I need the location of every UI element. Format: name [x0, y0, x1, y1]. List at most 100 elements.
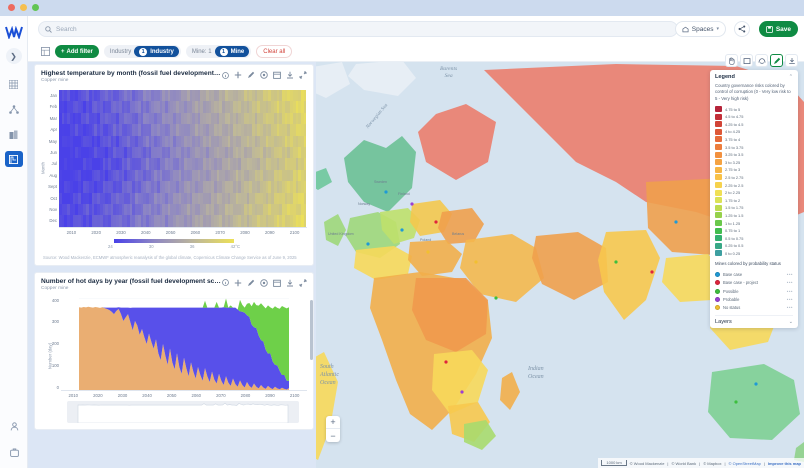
legend-bin-item[interactable]: 4.25 to 4.5: [715, 121, 793, 129]
legend-bin-item[interactable]: 1 to 1.25: [715, 219, 793, 227]
settings-icon[interactable]: [260, 278, 268, 287]
heatmap-cell: [284, 146, 288, 159]
legend-bin-item[interactable]: 0.75 to 1: [715, 227, 793, 235]
heatmap-cell: [292, 158, 296, 170]
legend-mine-item[interactable]: Possible •••: [715, 287, 793, 295]
legend-bin-item[interactable]: 2.75 to 3: [715, 166, 793, 174]
legend-bin-item[interactable]: 2.25 to 2.5: [715, 181, 793, 189]
heatmap-cell: [208, 112, 212, 125]
sidebar-item-map[interactable]: [4, 151, 23, 167]
mine-options-icon[interactable]: •••: [786, 305, 793, 311]
add-icon[interactable]: [234, 71, 242, 79]
legend-bin-item[interactable]: 4.75 to 5: [715, 105, 793, 113]
clear-all-button[interactable]: Clear all: [256, 45, 293, 58]
chip-pill[interactable]: 1 Industry: [134, 46, 179, 57]
heatmap-cell: [227, 101, 231, 113]
heatmap-cell: [262, 169, 266, 182]
filter-table-icon[interactable]: [40, 47, 50, 57]
legend-bin-label: 1.75 to 2: [725, 197, 741, 203]
chip-pill[interactable]: 1 Mine: [214, 46, 250, 57]
attrib-openstreetmap[interactable]: © OpenStreetMap: [728, 460, 761, 466]
chart-panel-column[interactable]: Highest temperature by month (fossil fue…: [34, 64, 314, 464]
legend-header[interactable]: Legend ⌃: [715, 74, 793, 80]
spaces-dropdown[interactable]: Spaces ▾: [674, 21, 726, 37]
heatmap-cell: [116, 146, 119, 159]
user-icon[interactable]: [5, 418, 23, 434]
download-icon[interactable]: [286, 71, 294, 79]
chevron-up-icon[interactable]: ⌃: [788, 74, 793, 80]
zoom-out-button[interactable]: −: [330, 430, 336, 441]
sidebar-expand-button[interactable]: ❯: [5, 48, 22, 64]
mine-options-icon[interactable]: •••: [786, 271, 793, 277]
lasso-select-icon[interactable]: [755, 54, 768, 67]
legend-bin-item[interactable]: 0.25 to 0.5: [715, 242, 793, 250]
legend-bin-item[interactable]: 0 to 0.25: [715, 250, 793, 258]
window-controls[interactable]: [8, 4, 39, 11]
chevron-down-icon[interactable]: ⌄: [788, 319, 793, 326]
minimize-button[interactable]: [20, 4, 27, 11]
add-icon[interactable]: [234, 279, 242, 287]
edit-icon[interactable]: [247, 279, 255, 287]
heatmap-cell: [233, 203, 236, 216]
briefcase-icon[interactable]: [5, 444, 23, 460]
improve-this-map-link[interactable]: Improve this map: [767, 460, 801, 466]
download-map-icon[interactable]: [785, 54, 798, 67]
sidebar-item-grid[interactable]: [5, 76, 23, 92]
hand-pan-icon[interactable]: [725, 54, 738, 67]
legend-bin-item[interactable]: 4 to 4.25: [715, 128, 793, 136]
legend-bin-item[interactable]: 0.5 to 0.75: [715, 234, 793, 242]
map-zoom-controls[interactable]: + −: [326, 416, 340, 442]
expand-icon[interactable]: [299, 71, 307, 79]
filter-chip-mine[interactable]: Mine: 1 1 Mine: [185, 45, 252, 58]
heatmap-cell: [175, 203, 179, 216]
app-logo-icon[interactable]: [4, 24, 24, 40]
info-icon[interactable]: [221, 279, 229, 287]
heatmap-cell: [186, 215, 190, 227]
legend-bin-item[interactable]: 2.5 to 2.75: [715, 174, 793, 182]
legend-bin-item[interactable]: 3.75 to 4: [715, 136, 793, 144]
mine-options-icon[interactable]: •••: [786, 297, 793, 303]
mine-options-icon[interactable]: •••: [786, 288, 793, 294]
expand-icon[interactable]: [299, 279, 307, 287]
heatmap-plot[interactable]: Month Jan Feb Mar Apr May Jun Jul Aug Sept Oct Nov…: [35, 86, 313, 251]
legend-bin-item[interactable]: 3.5 to 3.75: [715, 143, 793, 151]
heatmap-cell: [254, 215, 258, 227]
legend-bin-item[interactable]: 4.5 to 4.75: [715, 113, 793, 121]
settings-icon[interactable]: [260, 71, 268, 79]
calendar-icon[interactable]: [273, 71, 281, 79]
mine-options-icon[interactable]: •••: [786, 280, 793, 286]
legend-bin-item[interactable]: 3.25 to 3.5: [715, 151, 793, 159]
download-icon[interactable]: [286, 279, 294, 287]
legend-bin-item[interactable]: 3 to 3.25: [715, 158, 793, 166]
legend-mine-item[interactable]: Base case •••: [715, 270, 793, 278]
rectangle-select-icon[interactable]: [740, 54, 753, 67]
panel-scrollbar[interactable]: [310, 300, 313, 360]
legend-bin-item[interactable]: 1.75 to 2: [715, 196, 793, 204]
share-button[interactable]: [734, 21, 750, 37]
search-input[interactable]: Search: [38, 21, 678, 37]
legend-bin-item[interactable]: 2 to 2.25: [715, 189, 793, 197]
zoom-in-button[interactable]: +: [326, 416, 340, 429]
area-plot-surface: [61, 297, 307, 390]
draw-pen-icon[interactable]: [770, 54, 783, 67]
heatmap-cell: [262, 203, 266, 216]
legend-mine-item[interactable]: Base case - project •••: [715, 279, 793, 287]
calendar-icon[interactable]: [273, 279, 281, 287]
legend-mine-item[interactable]: No status •••: [715, 304, 793, 312]
info-icon[interactable]: [221, 71, 229, 79]
legend-bin-item[interactable]: 1.25 to 1.5: [715, 212, 793, 220]
save-button[interactable]: Save: [758, 21, 798, 37]
legend-layers-section[interactable]: Layers ⌄: [715, 315, 793, 325]
maximize-button[interactable]: [32, 4, 39, 11]
legend-mine-item[interactable]: Probable •••: [715, 295, 793, 303]
map-legend-panel[interactable]: Legend ⌃ Country governance risks colore…: [710, 70, 798, 329]
area-range-slider[interactable]: [67, 400, 299, 423]
legend-bin-item[interactable]: 1.5 to 1.75: [715, 204, 793, 212]
edit-icon[interactable]: [247, 71, 255, 79]
area-chart-plot[interactable]: Number (day) 400 300 200 100 0 2010 2020 2030 2…: [35, 294, 313, 429]
sidebar-item-assets[interactable]: [5, 126, 23, 142]
close-button[interactable]: [8, 4, 15, 11]
sidebar-item-network[interactable]: [5, 101, 23, 117]
filter-chip-industry[interactable]: Industry 1 Industry: [103, 45, 181, 58]
add-filter-button[interactable]: + Add filter: [55, 45, 99, 58]
